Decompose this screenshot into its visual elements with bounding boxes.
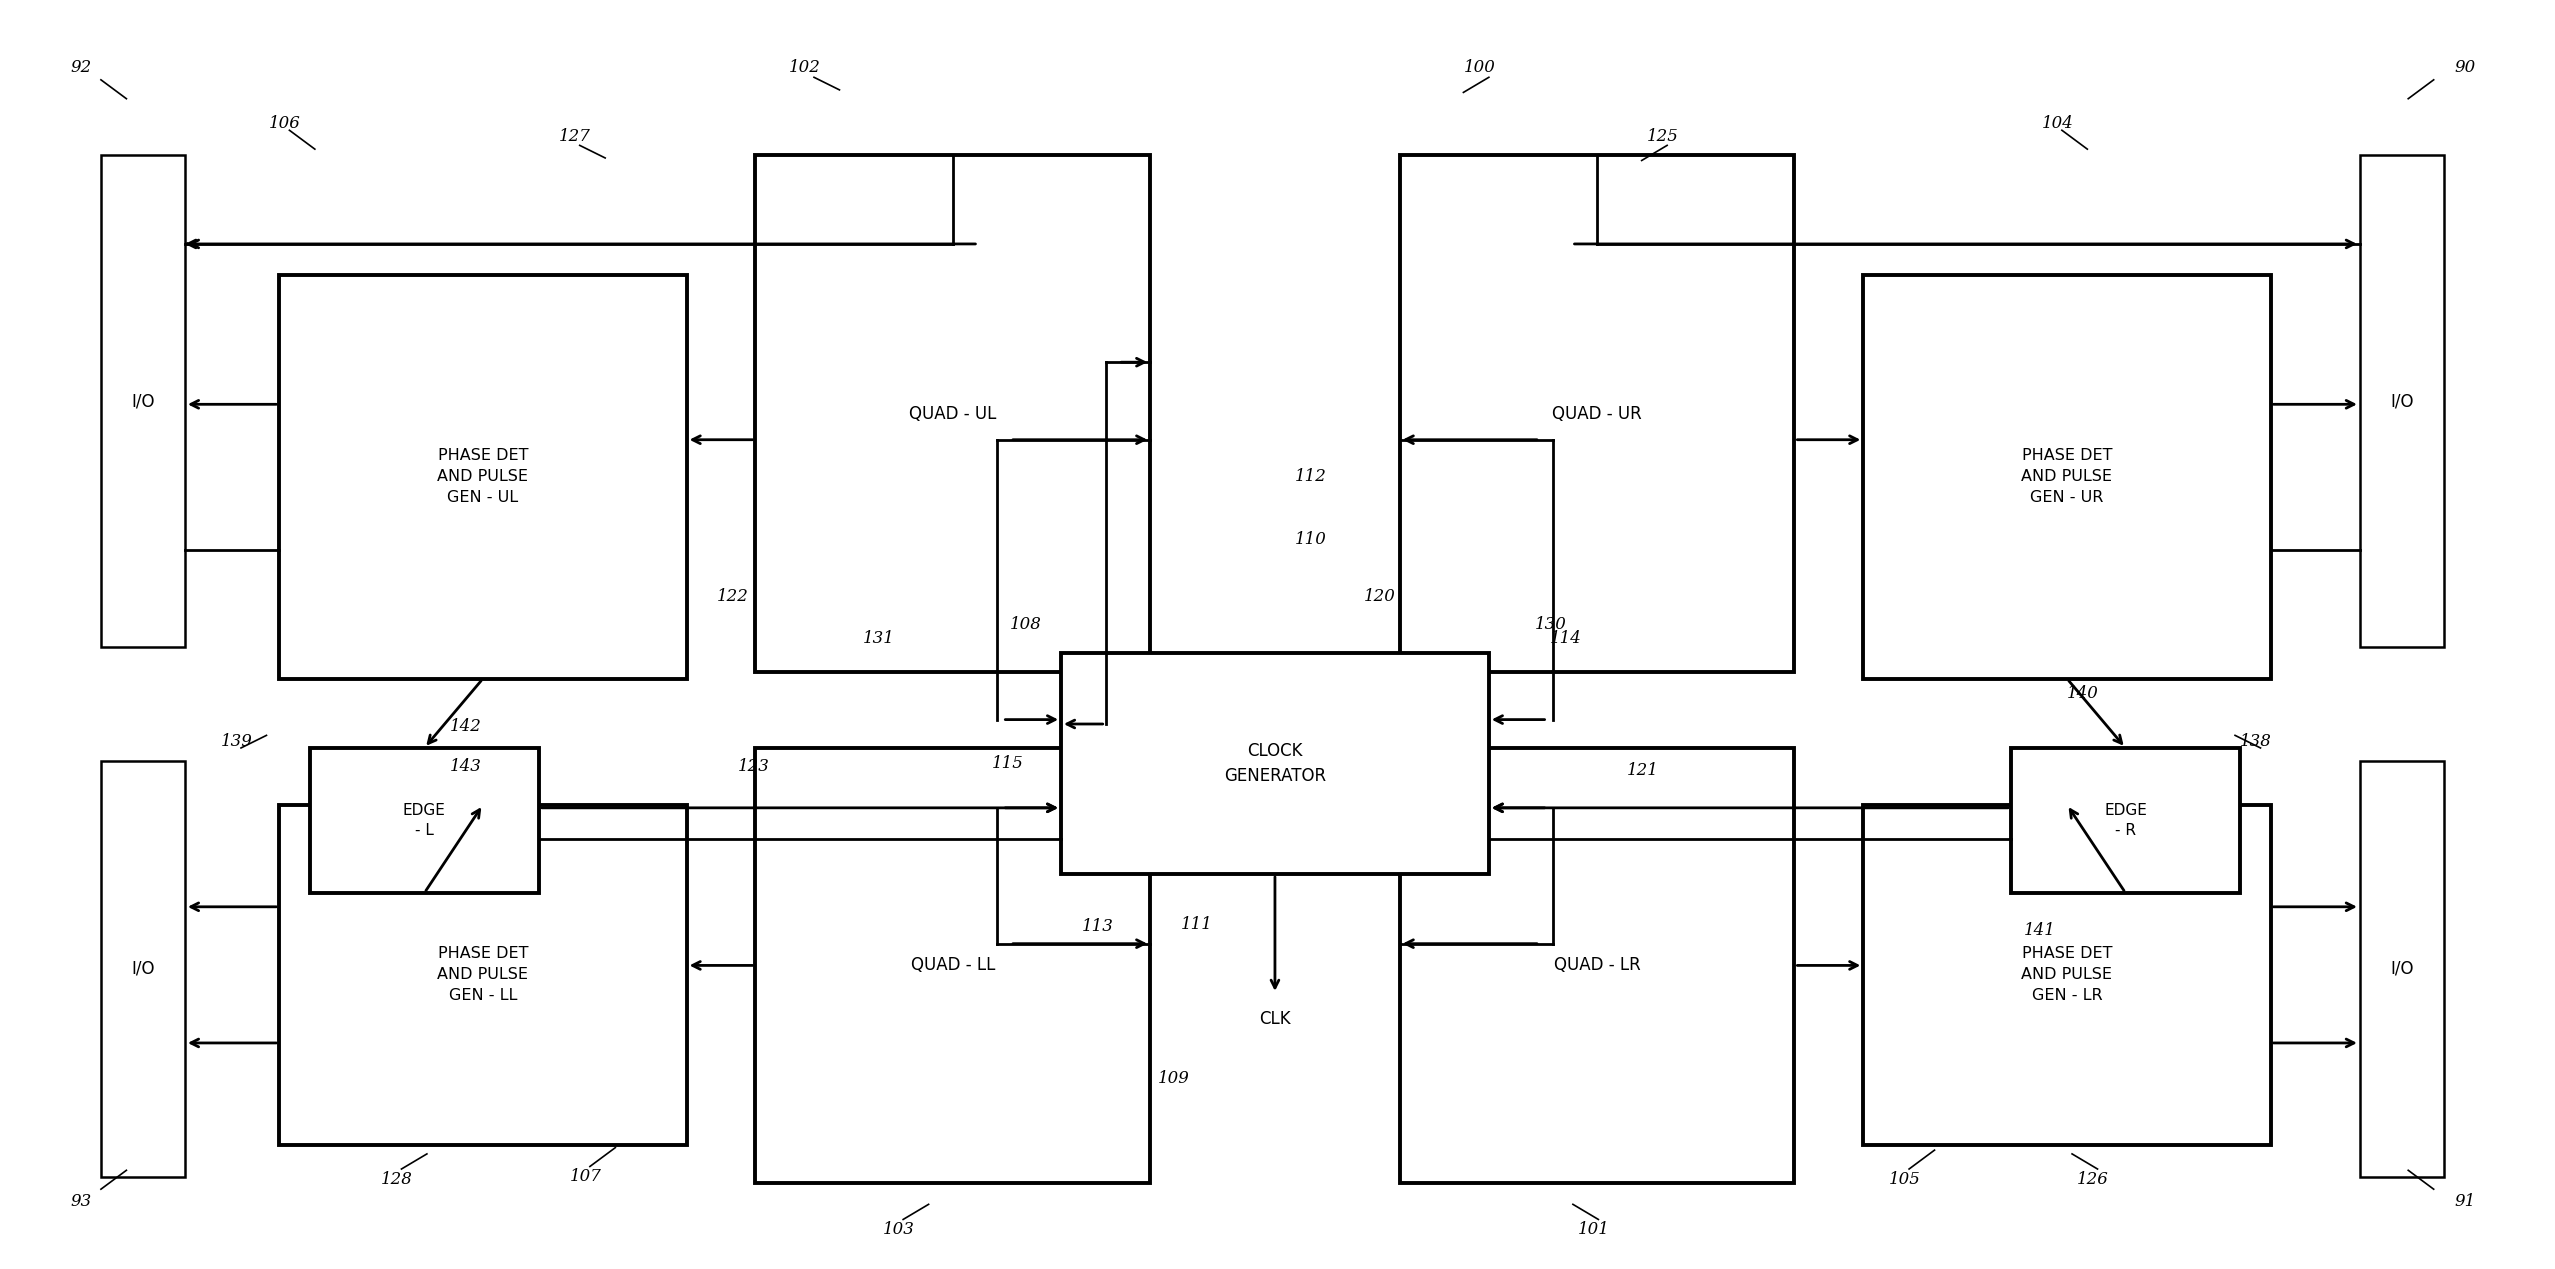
Text: 106: 106 <box>268 115 301 132</box>
Bar <box>1863 275 2271 679</box>
Text: I/O: I/O <box>130 392 156 410</box>
Text: 127: 127 <box>560 128 590 145</box>
Text: 110: 110 <box>1295 532 1326 548</box>
Text: QUAD - LL: QUAD - LL <box>910 957 994 975</box>
Text: 125: 125 <box>1648 128 1679 145</box>
Text: 107: 107 <box>570 1167 600 1185</box>
Text: 131: 131 <box>864 629 894 647</box>
Text: 140: 140 <box>2067 685 2098 702</box>
Text: 120: 120 <box>1364 588 1395 605</box>
Bar <box>309 747 539 893</box>
Text: 90: 90 <box>2453 58 2476 76</box>
Bar <box>2361 155 2445 647</box>
Text: 122: 122 <box>718 588 749 605</box>
Text: 92: 92 <box>72 58 92 76</box>
Text: QUAD - UR: QUAD - UR <box>1553 405 1643 423</box>
Text: I/O: I/O <box>2389 959 2414 977</box>
Text: PHASE DET
AND PULSE
GEN - UL: PHASE DET AND PULSE GEN - UL <box>437 448 529 505</box>
Text: 111: 111 <box>1180 916 1214 933</box>
Bar <box>102 760 184 1176</box>
Bar <box>2361 760 2445 1176</box>
Bar <box>756 747 1150 1183</box>
Text: 128: 128 <box>381 1170 414 1188</box>
Text: 126: 126 <box>2077 1170 2108 1188</box>
Text: 130: 130 <box>1536 615 1566 633</box>
Text: 104: 104 <box>2041 115 2072 132</box>
Text: 138: 138 <box>2241 733 2271 750</box>
Text: 143: 143 <box>450 759 483 775</box>
Text: 113: 113 <box>1081 919 1114 935</box>
Bar <box>756 155 1150 673</box>
Bar <box>278 275 687 679</box>
Bar <box>1400 747 1794 1183</box>
Text: CLK: CLK <box>1260 1010 1290 1028</box>
Text: 142: 142 <box>450 718 483 735</box>
Bar <box>2011 747 2241 893</box>
Bar <box>102 155 184 647</box>
Text: 121: 121 <box>1628 763 1658 779</box>
Text: 139: 139 <box>220 733 253 750</box>
Text: 105: 105 <box>1888 1170 1921 1188</box>
Bar <box>278 805 687 1145</box>
Text: 141: 141 <box>2024 923 2057 939</box>
Bar <box>1863 805 2271 1145</box>
Text: EDGE
- R: EDGE - R <box>2105 803 2146 838</box>
Text: 112: 112 <box>1295 468 1326 486</box>
Text: CLOCK
GENERATOR: CLOCK GENERATOR <box>1224 742 1326 786</box>
Text: I/O: I/O <box>130 959 156 977</box>
Bar <box>1060 654 1490 874</box>
Text: 108: 108 <box>1009 615 1042 633</box>
Text: I/O: I/O <box>2389 392 2414 410</box>
Text: 114: 114 <box>1551 629 1582 647</box>
Text: PHASE DET
AND PULSE
GEN - LR: PHASE DET AND PULSE GEN - LR <box>2021 947 2113 1004</box>
Text: 103: 103 <box>884 1221 915 1239</box>
Text: PHASE DET
AND PULSE
GEN - UR: PHASE DET AND PULSE GEN - UR <box>2021 448 2113 505</box>
Text: 91: 91 <box>2453 1193 2476 1211</box>
Text: PHASE DET
AND PULSE
GEN - LL: PHASE DET AND PULSE GEN - LL <box>437 947 529 1004</box>
Text: EDGE
- L: EDGE - L <box>404 803 445 838</box>
Text: 123: 123 <box>738 759 769 775</box>
Text: QUAD - UL: QUAD - UL <box>910 405 996 423</box>
Text: 93: 93 <box>72 1193 92 1211</box>
Text: 101: 101 <box>1579 1221 1610 1239</box>
Text: QUAD - LR: QUAD - LR <box>1553 957 1640 975</box>
Text: 102: 102 <box>789 58 820 76</box>
Text: 115: 115 <box>991 755 1025 772</box>
Text: 100: 100 <box>1464 58 1495 76</box>
Text: 109: 109 <box>1157 1070 1191 1086</box>
Bar <box>1400 155 1794 673</box>
